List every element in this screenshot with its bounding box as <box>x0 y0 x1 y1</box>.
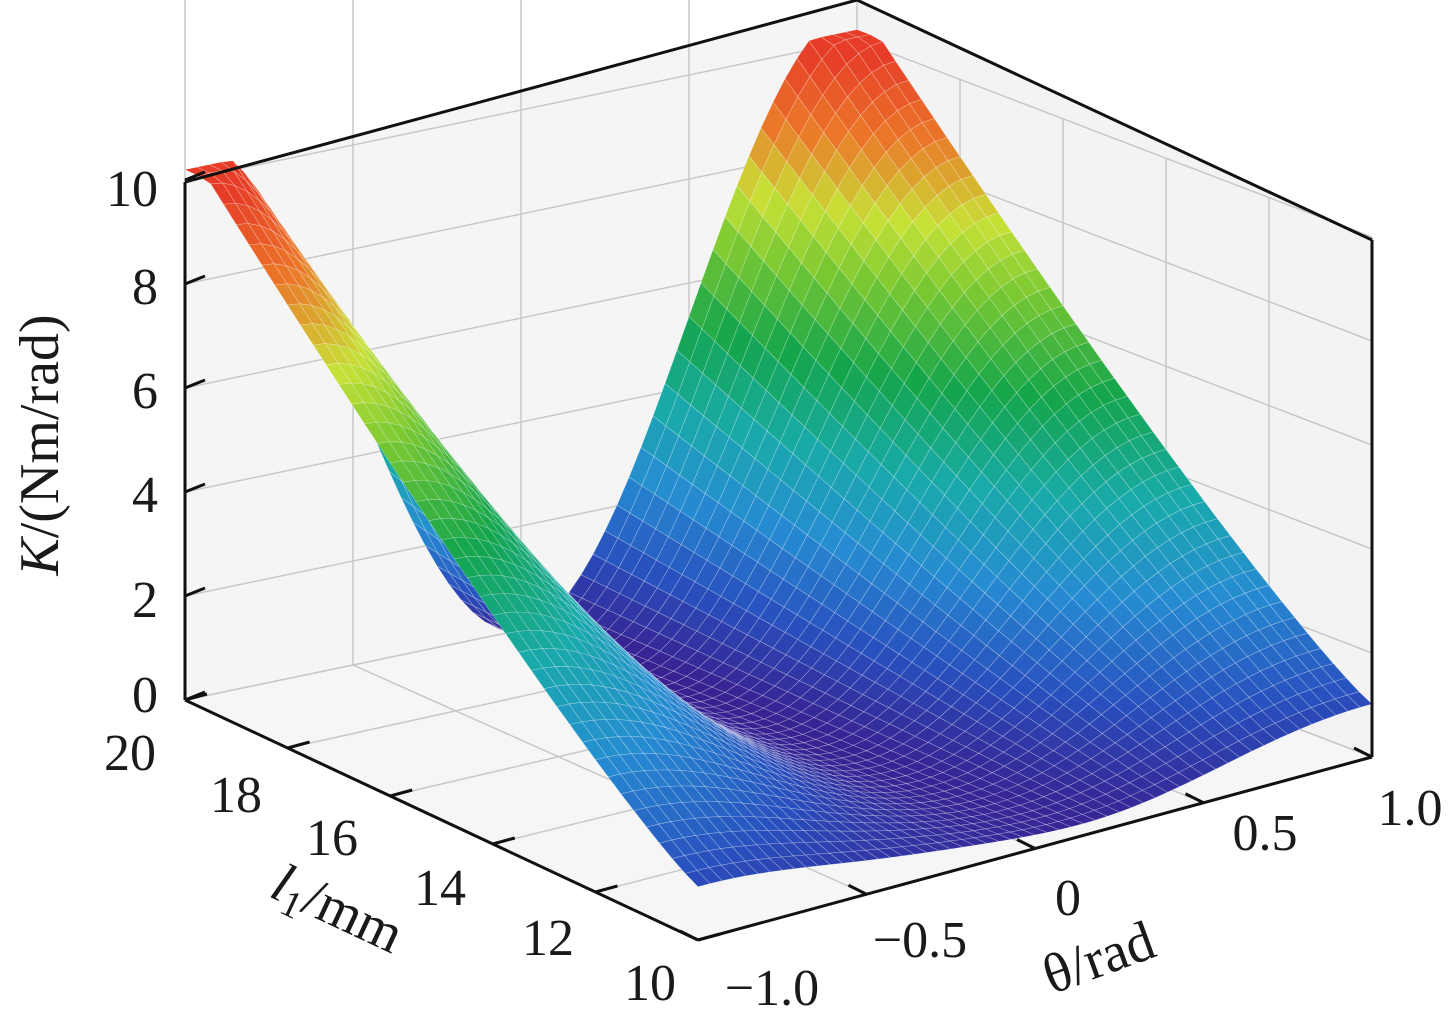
surface-patch <box>972 835 1000 844</box>
surface-patch <box>804 853 832 867</box>
surface-patch <box>1238 734 1265 752</box>
z-tick-labels: 0 2 4 6 8 10 <box>106 161 158 724</box>
surface-patch <box>1081 809 1109 821</box>
surface-patch <box>888 846 916 857</box>
surface-patch <box>1009 829 1037 838</box>
z-tick-mark <box>184 586 206 598</box>
y-axis-label: l1/mm <box>260 852 413 972</box>
y-tick-label: 18 <box>210 767 262 824</box>
l1-tick-mark <box>287 740 310 750</box>
z-tick-label: 10 <box>106 161 158 218</box>
surface-patch <box>1262 722 1289 741</box>
theta-tick-mark <box>1184 792 1205 805</box>
theta-tick-mark <box>679 929 699 942</box>
surface-patch <box>816 852 844 865</box>
x-tick-label: 1.0 <box>1378 780 1443 837</box>
l1-tick-mark <box>492 836 516 846</box>
x-tick-labels: −1.0 −0.5 0 0.5 1.0 <box>725 780 1443 1017</box>
z-tick-label: 0 <box>132 667 158 724</box>
z-tick-mark <box>184 274 206 286</box>
surface-patch <box>780 855 807 870</box>
z-tick-mark <box>184 482 206 494</box>
l1-axis-line <box>184 698 699 942</box>
z-tick-mark <box>184 378 206 390</box>
wall-grid-line <box>184 39 858 181</box>
y-tick-label: 16 <box>306 810 358 867</box>
surface-patch <box>1250 728 1277 746</box>
surface-patch <box>708 864 735 882</box>
z-tick-label: 2 <box>132 572 158 629</box>
x-tick-label: −1.0 <box>725 960 819 1017</box>
x-tick-label: 0.5 <box>1233 805 1298 862</box>
theta-tick-mark <box>1016 838 1036 850</box>
z-tick-label: 6 <box>132 363 158 420</box>
theta-tick-mark <box>847 883 868 896</box>
z-tick-label: 4 <box>132 467 158 524</box>
surface-patch <box>1093 805 1121 817</box>
z-tick-mark <box>184 170 206 182</box>
tick-marks <box>184 170 1373 942</box>
surface-patch <box>756 857 783 873</box>
x-tick-label: 0 <box>1055 870 1081 927</box>
top-back-edge <box>184 0 858 184</box>
z-tick-label: 8 <box>132 259 158 316</box>
wall-grid-line <box>856 39 1373 238</box>
l1-tick-mark <box>595 884 618 894</box>
top-right-edge <box>856 0 1373 242</box>
y-tick-label: 20 <box>104 725 156 782</box>
surface-patch <box>684 870 711 888</box>
y-tick-label: 10 <box>624 955 676 1012</box>
l1-tick-mark <box>184 692 208 702</box>
x-axis-label: θ/rad <box>1035 909 1163 1006</box>
surface-patch <box>744 859 771 875</box>
theta-tick-mark <box>1353 746 1373 759</box>
z-axis-label: K/(Nm/rad) <box>9 314 71 576</box>
surface-patch <box>864 848 892 860</box>
y-tick-label: 14 <box>414 860 466 917</box>
y-tick-labels: 10 12 14 16 18 20 <box>104 725 676 1012</box>
surface-mesh <box>184 29 1373 888</box>
surface-patch <box>840 850 868 863</box>
surface-patch <box>960 837 988 846</box>
y-tick-label: 12 <box>522 910 574 967</box>
l1-tick-mark <box>697 932 721 942</box>
x-tick-label: −0.5 <box>873 912 967 969</box>
l1-tick-mark <box>389 788 413 798</box>
